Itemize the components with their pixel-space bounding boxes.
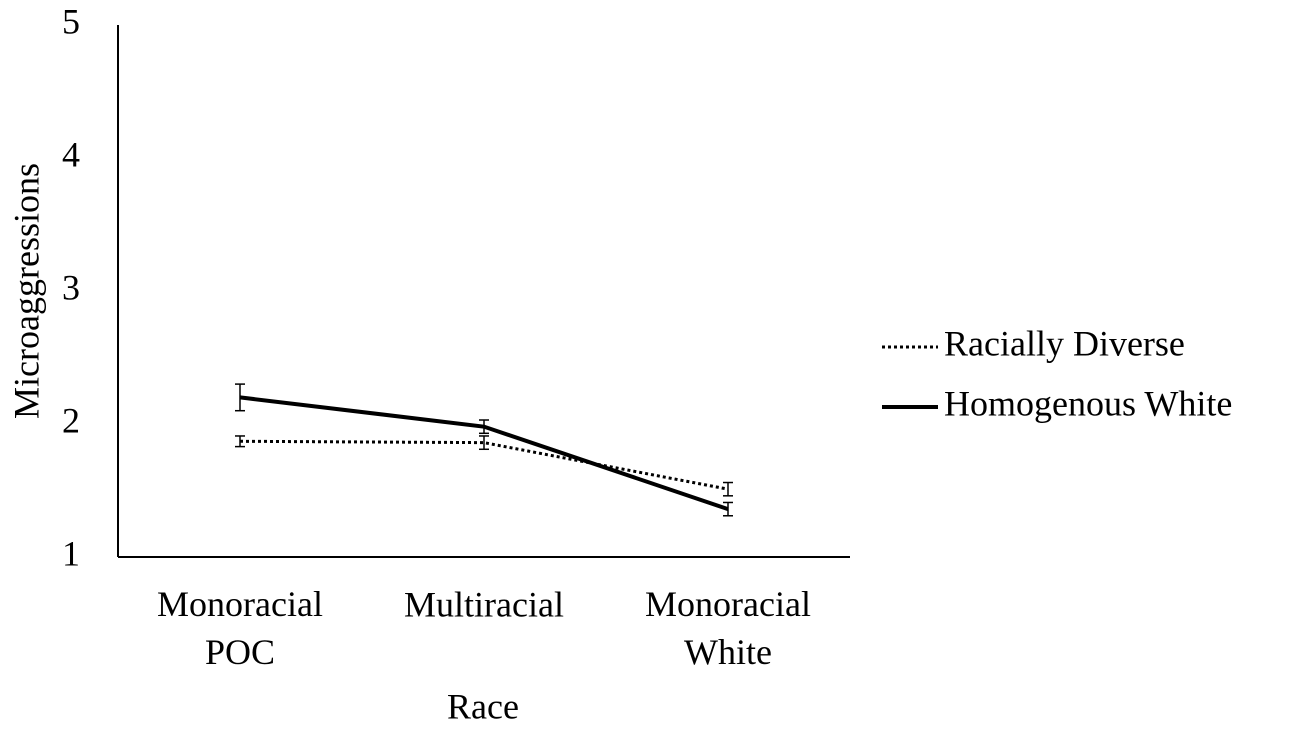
legend-label: Racially Diverse (944, 323, 1185, 363)
error-bar (235, 383, 245, 412)
error-bar (479, 419, 489, 435)
y-axis-label: Microaggressions (6, 163, 46, 419)
error-bar (479, 435, 489, 451)
x-tick-label: Monoracial White (645, 584, 811, 672)
y-tick-label: 1 (62, 533, 80, 573)
y-tick-label: 4 (62, 134, 80, 174)
error-bar (723, 501, 733, 517)
error-bar (723, 481, 733, 497)
legend-label: Homogenous White (944, 383, 1232, 423)
y-tick-label: 3 (62, 267, 80, 307)
line (239, 395, 729, 512)
x-tick-label: Multiracial (404, 584, 564, 624)
y-tick-label: 5 (62, 1, 80, 41)
x-tick-label: Monoracial POC (157, 584, 323, 672)
x-axis-label: Race (447, 686, 519, 726)
error-bar (235, 435, 245, 448)
y-tick-label: 2 (62, 400, 80, 440)
line (239, 439, 729, 491)
